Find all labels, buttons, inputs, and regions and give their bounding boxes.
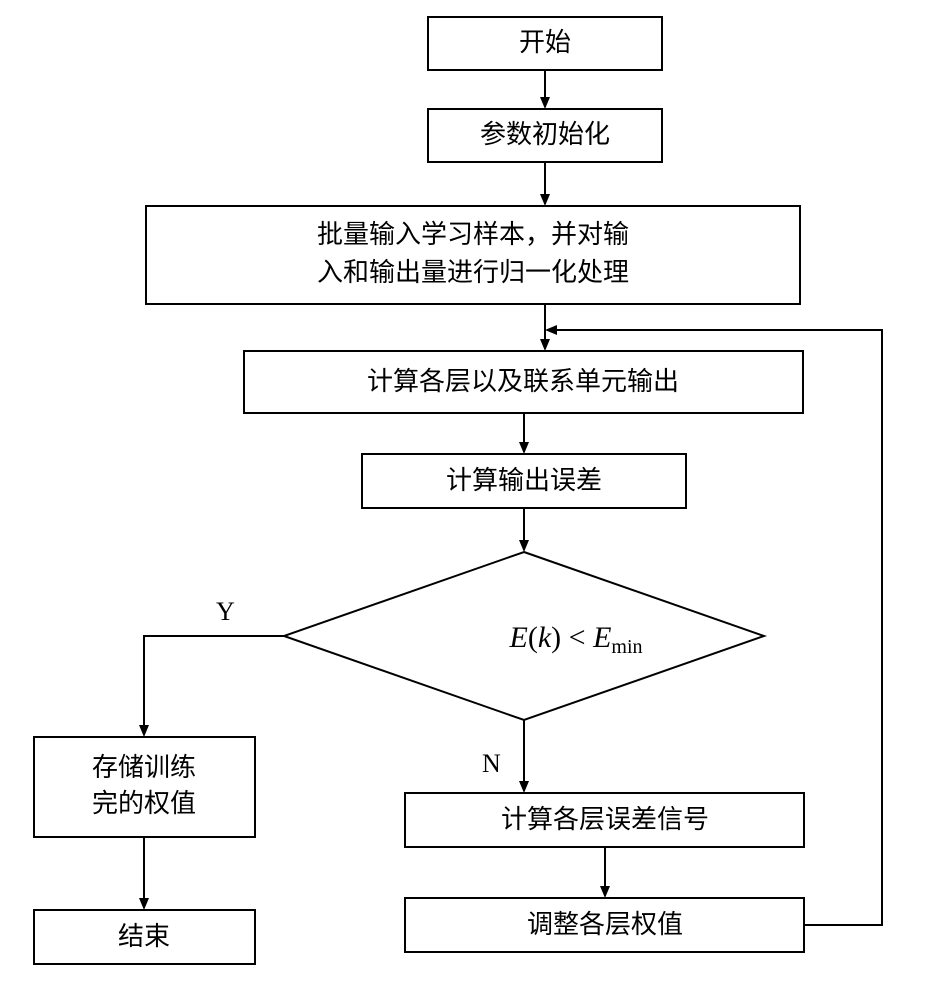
node-start: 开始 (428, 17, 662, 70)
node-end: 结束 (34, 910, 255, 964)
label-yes: Y (216, 597, 235, 626)
node-adjust-label: 调整各层权值 (527, 910, 683, 939)
node-calc-error-label: 计算输出误差 (446, 466, 602, 495)
node-start-label: 开始 (519, 28, 571, 57)
node-store: 存储训练 完的权值 (34, 737, 255, 837)
node-decision: E(k) < Emin (284, 552, 764, 720)
node-calc-layers-label: 计算各层以及联系单元输出 (367, 367, 679, 396)
node-input: 批量输入学习样本，并对输 入和输出量进行归一化处理 (146, 206, 800, 304)
node-input-label-2: 入和输出量进行归一化处理 (317, 258, 629, 287)
node-init-label: 参数初始化 (480, 120, 610, 149)
node-end-label: 结束 (118, 922, 170, 951)
node-calc-signal-label: 计算各层误差信号 (501, 805, 709, 834)
node-calc-layers: 计算各层以及联系单元输出 (244, 351, 803, 413)
node-calc-error: 计算输出误差 (362, 454, 686, 508)
node-store-label-1: 存储训练 (92, 753, 196, 782)
node-adjust: 调整各层权值 (405, 898, 804, 952)
node-decision-label: E(k) < Emin (508, 621, 642, 658)
node-calc-signal: 计算各层误差信号 (405, 793, 804, 847)
node-init: 参数初始化 (428, 109, 662, 162)
node-store-label-2: 完的权值 (92, 789, 196, 818)
edge-decision-store (144, 636, 284, 735)
flowchart-canvas: 开始 参数初始化 批量输入学习样本，并对输 入和输出量进行归一化处理 计算各层以… (0, 0, 928, 1000)
node-input-label-1: 批量输入学习样本，并对输 (317, 220, 629, 249)
label-no: N (482, 749, 501, 778)
